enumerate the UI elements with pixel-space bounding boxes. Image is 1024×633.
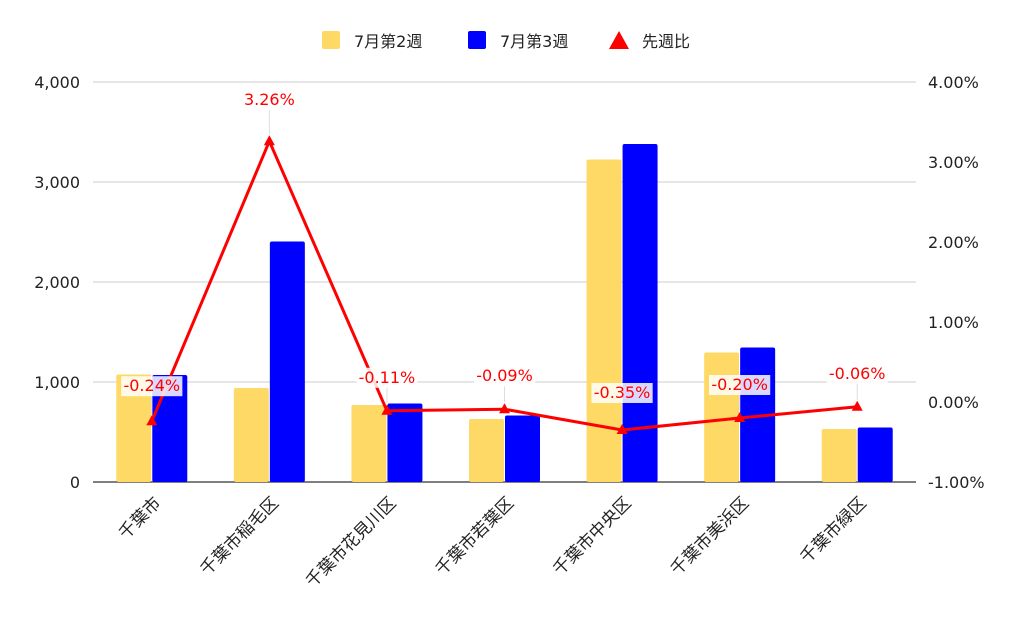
line-data-label: -0.35%	[594, 383, 651, 402]
data-label-bg	[243, 90, 296, 111]
bar-week2	[586, 159, 622, 482]
right-tick-label: 2.00%	[928, 233, 979, 252]
data-labels: -0.24% 3.26% -0.11% -0.09% -0.35% -0.20% -0.06…	[121, 90, 888, 423]
bar-week3	[269, 241, 305, 482]
left-tick-label: 1,000	[34, 373, 80, 392]
legend-swatch	[468, 31, 486, 49]
line-point-marker	[734, 412, 746, 422]
bar-week3	[857, 427, 893, 482]
x-tick-label: 千葉市中央区	[549, 493, 635, 579]
data-label-bg	[591, 383, 653, 403]
bar-week3	[622, 144, 658, 482]
line-data-label: -0.24%	[123, 376, 180, 395]
legend-swatch	[322, 31, 340, 49]
right-axis: -1.00% 0.00% 1.00% 2.00% 3.00% 4.00%	[928, 73, 985, 492]
left-tick-label: 3,000	[34, 173, 80, 192]
legend-label: 7月第3週	[500, 32, 568, 51]
line-data-label: -0.09%	[476, 366, 533, 385]
x-tick-label: 千葉市若葉区	[432, 493, 518, 579]
x-tick-label: 千葉市	[115, 493, 165, 543]
bar-week2	[821, 429, 857, 482]
line-data-label: -0.11%	[359, 368, 416, 387]
right-tick-label: 1.00%	[928, 313, 979, 332]
line-point-marker	[616, 424, 628, 434]
right-tick-label: 0.00%	[928, 393, 979, 412]
grid	[93, 81, 916, 483]
data-label-bg	[356, 367, 418, 388]
bar-week3	[387, 403, 423, 482]
line-point-marker	[499, 403, 510, 414]
bar-week2	[116, 374, 152, 482]
line-series	[146, 135, 863, 434]
bar-series	[116, 144, 893, 482]
right-tick-label: -1.00%	[928, 473, 985, 492]
right-tick-label: 4.00%	[928, 73, 979, 92]
left-tick-label: 2,000	[34, 273, 80, 292]
line-point-marker	[146, 415, 158, 426]
line-point-marker	[851, 400, 863, 411]
bar-week2	[233, 388, 269, 482]
bar-week2	[351, 405, 387, 482]
x-axis: 千葉市 千葉市稲毛区 千葉市花見川区 千葉市若葉区 千葉市中央区 千葉市美浜区 千葉市緑区	[115, 493, 871, 591]
x-tick-label: 千葉市花見川区	[302, 493, 400, 591]
legend-label: 7月第2週	[354, 32, 422, 51]
legend-label: 先週比	[642, 32, 690, 51]
data-label-bg	[709, 375, 771, 395]
data-label-bg	[473, 366, 536, 387]
bar-week2	[469, 419, 504, 482]
left-tick-label: 0	[70, 473, 80, 492]
right-tick-label: 3.00%	[928, 153, 979, 172]
line-point-marker	[263, 135, 275, 146]
left-axis: 0 1,000 2,000 3,000 4,000	[34, 73, 80, 492]
legend-swatch	[609, 31, 629, 49]
line-data-label: 3.26%	[244, 90, 295, 109]
x-tick-label: 千葉市緑区	[797, 493, 871, 567]
data-label-bg	[121, 376, 183, 397]
left-tick-label: 4,000	[34, 73, 80, 92]
line-point-marker	[381, 404, 393, 415]
data-label-bg	[826, 363, 888, 384]
x-tick-label: 千葉市稲毛区	[197, 493, 283, 579]
line-data-label: -0.06%	[829, 364, 886, 383]
line-data-label: -0.20%	[711, 375, 768, 394]
legend: 7月第2週 7月第3週 先週比	[322, 31, 690, 51]
bar-week3	[505, 415, 540, 482]
x-tick-label: 千葉市美浜区	[667, 493, 753, 579]
